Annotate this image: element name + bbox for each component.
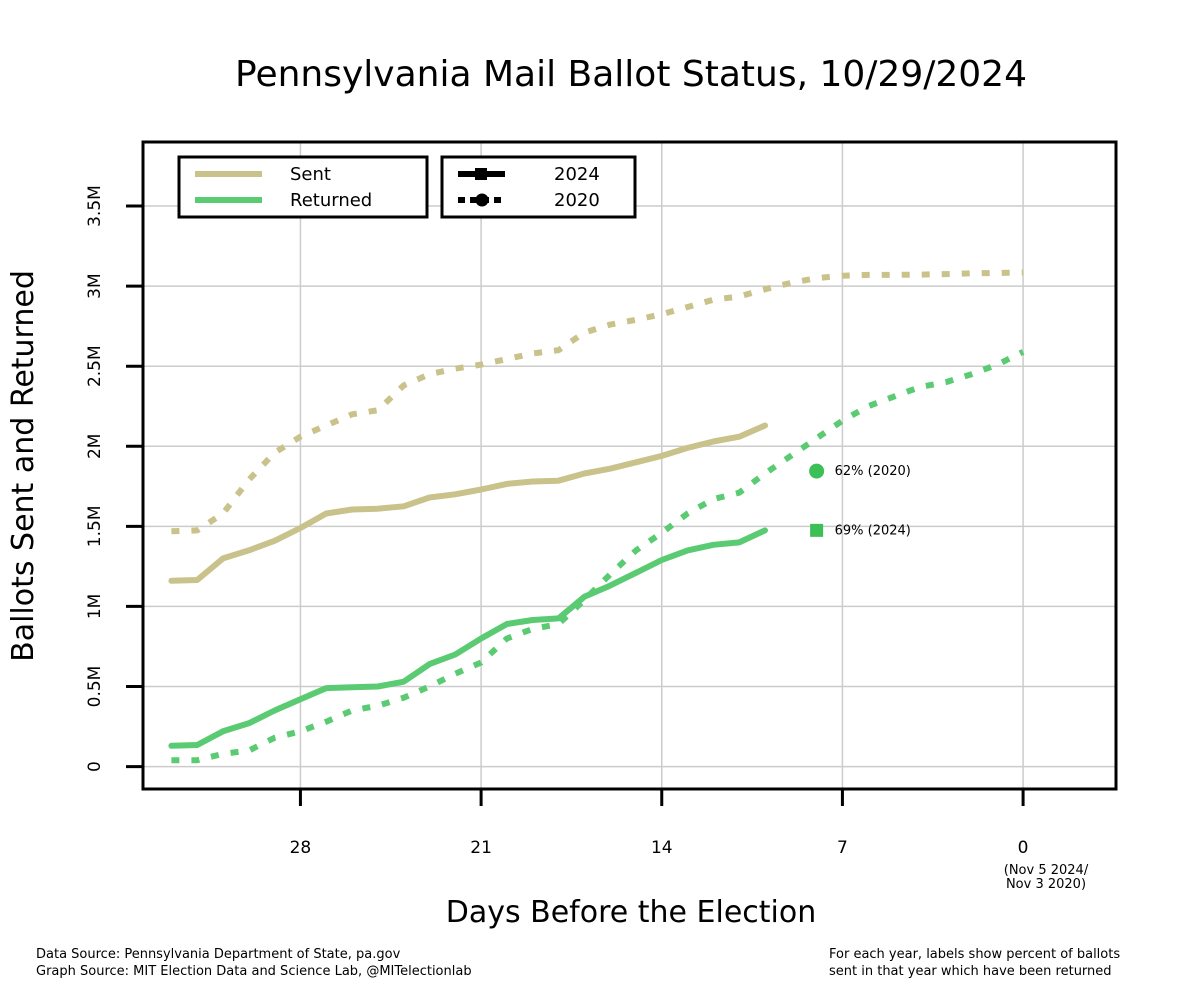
legend-2020-label: 2020	[554, 190, 600, 211]
x-tick-note-line2: Nov 3 2020)	[1006, 877, 1086, 892]
legend-line-types: Sent Returned	[177, 155, 429, 219]
legend-years: 2024 2020	[440, 155, 637, 219]
y-tick-label-6: 3M	[85, 273, 105, 298]
x-tick-label-14: 14	[651, 838, 673, 858]
plot-frame	[141, 140, 1118, 791]
footer-note-line1: For each year, labels show percent of ba…	[829, 947, 1120, 962]
y-tick-label-2: 1M	[85, 594, 105, 619]
legend-box-types	[177, 155, 429, 219]
legend-2024-square-marker	[475, 168, 487, 180]
series-line-returned-2024	[168, 527, 768, 749]
x-axis-label: Days Before the Election	[446, 895, 817, 930]
footer-source-line2: Graph Source: MIT Election Data and Scie…	[36, 964, 472, 979]
end-marker-label-2020: 62% (2020)	[835, 464, 911, 479]
series-line-returned-2020	[171, 349, 1025, 764]
x-tick-label-28: 28	[290, 838, 312, 858]
end-marker-2024	[810, 523, 824, 537]
end-marker-2020	[809, 463, 825, 479]
y-axis-label: Ballots Sent and Returned	[6, 270, 41, 662]
x-axis: 28 21 14 7 0	[290, 789, 1029, 858]
legend-2020-circle-marker	[475, 193, 489, 207]
footer-source-line1: Data Source: Pennsylvania Department of …	[36, 947, 401, 962]
y-tick-label-7: 3.5M	[85, 185, 105, 227]
legend-2024-label: 2024	[554, 164, 600, 185]
legend-returned-label: Returned	[290, 190, 372, 211]
x-tick-note-line1: (Nov 5 2024/	[1004, 863, 1089, 878]
y-tick-label-5: 2.5M	[85, 345, 105, 387]
marker-layer: 62% (2020) 69% (2024)	[809, 463, 911, 538]
end-marker-label-2024: 69% (2024)	[835, 523, 911, 538]
x-tick-label-21: 21	[470, 838, 492, 858]
x-tick-label-7: 7	[837, 838, 848, 858]
legend-sent-label: Sent	[290, 164, 331, 185]
legend-box-years	[440, 155, 637, 219]
series-line-sent-2020	[171, 269, 1024, 535]
series-line-sent-2024	[168, 422, 768, 584]
y-axis: 0 0.5M 1M 1.5M 2M 2.5M 3M 3.5M	[85, 185, 143, 772]
y-tick-label-1: 0.5M	[85, 666, 105, 708]
chart-title: Pennsylvania Mail Ballot Status, 10/29/2…	[235, 54, 1027, 95]
series-layer	[168, 269, 1025, 764]
y-tick-label-4: 2M	[85, 434, 105, 459]
y-tick-label-3: 1.5M	[85, 506, 105, 548]
x-tick-label-0: 0	[1018, 838, 1029, 858]
footer-note-line2: sent in that year which have been return…	[829, 964, 1112, 979]
y-tick-label-0: 0	[85, 761, 105, 772]
